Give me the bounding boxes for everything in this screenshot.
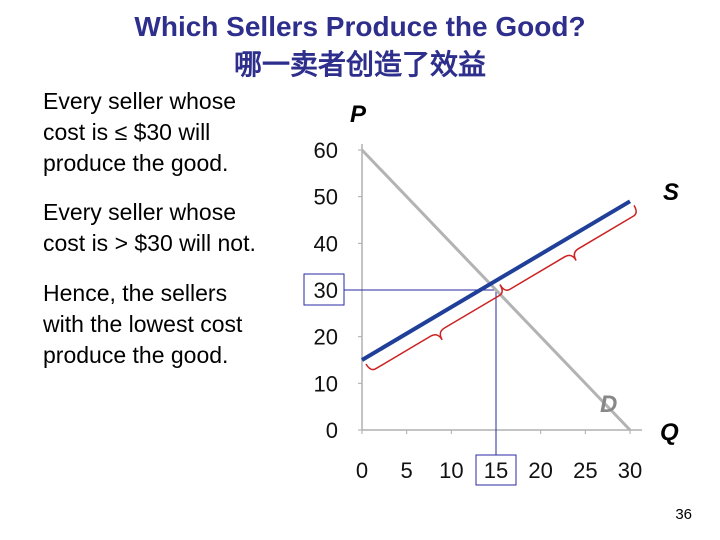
demand-series-label: D bbox=[600, 391, 617, 418]
y-tick-label: 10 bbox=[314, 371, 338, 396]
y-tick-label: 50 bbox=[314, 185, 338, 210]
paragraph-line: produce the good. bbox=[43, 342, 229, 368]
paragraph-line: Hence, the sellers bbox=[43, 280, 228, 306]
x-tick-label: 20 bbox=[528, 458, 552, 483]
x-tick-label: 30 bbox=[618, 458, 642, 483]
curly-brace bbox=[499, 204, 637, 291]
supply-line bbox=[360, 199, 632, 362]
y-tick-label: 40 bbox=[314, 231, 338, 256]
paragraph-line: cost is > $30 will not. bbox=[43, 230, 256, 256]
curly-brace bbox=[365, 284, 503, 371]
x-tick-label: 0 bbox=[356, 458, 368, 483]
x-tick-label: 25 bbox=[573, 458, 597, 483]
paragraph-conclusion: Hence, the sellers with the lowest cost … bbox=[43, 278, 242, 371]
demand-line bbox=[360, 148, 632, 432]
x-tick-label: 10 bbox=[439, 458, 463, 483]
paragraph-cost-above: Every seller whose cost is > $30 will no… bbox=[43, 197, 256, 259]
x-axis-label: Q bbox=[660, 419, 679, 446]
x-tick-label: 5 bbox=[401, 458, 413, 483]
paragraph-cost-below: Every seller whose cost is ≤ $30 will pr… bbox=[43, 86, 236, 179]
paragraph-line: Every seller whose bbox=[43, 88, 237, 114]
paragraph-line: with the lowest cost bbox=[43, 311, 243, 337]
paragraph-line: Every seller whose bbox=[43, 199, 237, 225]
slide-title: Which Sellers Produce the Good? 哪一卖者创造了效… bbox=[0, 8, 720, 84]
title-chinese: 哪一卖者创造了效益 bbox=[233, 49, 486, 80]
paragraph-line: cost is ≤ $30 will bbox=[43, 119, 211, 145]
x-tick-label: 15 bbox=[484, 458, 508, 483]
page-number: 36 bbox=[675, 506, 692, 523]
y-tick-label: 20 bbox=[314, 325, 338, 350]
paragraph-line: produce the good. bbox=[43, 150, 229, 176]
supply-series-label: S bbox=[663, 179, 679, 206]
title-english: Which Sellers Produce the Good? bbox=[134, 11, 586, 42]
y-axis-label: P bbox=[350, 101, 367, 128]
y-tick-label: 60 bbox=[314, 138, 338, 163]
y-tick-label: 0 bbox=[326, 418, 338, 443]
y-tick-label: 30 bbox=[314, 278, 338, 303]
